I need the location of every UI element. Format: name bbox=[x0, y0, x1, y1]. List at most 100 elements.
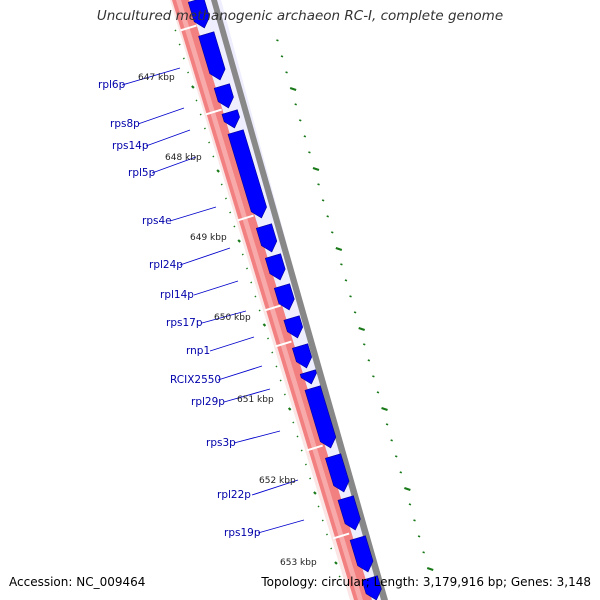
tick bbox=[340, 263, 343, 266]
gene-label[interactable]: rnp1 bbox=[186, 345, 210, 357]
tick bbox=[195, 99, 198, 102]
tick bbox=[317, 183, 320, 186]
tick bbox=[276, 39, 279, 42]
leader-line bbox=[169, 206, 217, 222]
tick bbox=[245, 267, 249, 270]
leader-line bbox=[193, 280, 239, 296]
tick bbox=[344, 279, 348, 282]
kbp-label: 648 kbp bbox=[165, 153, 202, 163]
kbp-label: 651 kbp bbox=[237, 395, 274, 405]
tick bbox=[174, 29, 177, 32]
gene-arrow bbox=[255, 223, 278, 253]
tick bbox=[413, 519, 416, 522]
tick bbox=[283, 393, 286, 396]
gene-label[interactable]: rpl6p bbox=[98, 79, 126, 91]
tick bbox=[208, 141, 211, 144]
tick bbox=[325, 533, 328, 536]
kbp-label: 652 kbp bbox=[259, 476, 296, 486]
gene-label[interactable]: rps19p bbox=[224, 527, 261, 539]
tick bbox=[237, 239, 241, 243]
gene-label[interactable]: rpl22p bbox=[217, 489, 251, 501]
tick bbox=[241, 253, 244, 256]
gene-arrow bbox=[198, 31, 226, 81]
tick bbox=[229, 211, 232, 214]
tick bbox=[308, 151, 311, 154]
tick bbox=[191, 85, 195, 89]
tick bbox=[385, 423, 389, 426]
leader-line bbox=[233, 430, 281, 444]
gene-arrow bbox=[292, 343, 313, 369]
tick bbox=[292, 421, 295, 424]
gene-arrow bbox=[213, 83, 234, 109]
tick bbox=[250, 281, 253, 284]
genome-summary-text: Topology: circular; Length: 3,179,916 bp… bbox=[261, 575, 591, 589]
gene-label[interactable]: rpl5p bbox=[128, 167, 156, 179]
gene-label[interactable]: RCIX2550 bbox=[170, 374, 221, 386]
tick bbox=[182, 57, 185, 60]
tick bbox=[285, 71, 288, 74]
tick bbox=[353, 311, 357, 314]
tick bbox=[289, 86, 297, 92]
tick bbox=[334, 561, 338, 565]
page-title: Uncultured methanogenic archaeon RC-I, c… bbox=[96, 8, 504, 24]
gene-label[interactable]: rpl14p bbox=[160, 289, 194, 301]
gene-label[interactable]: rps17p bbox=[166, 317, 203, 329]
tick bbox=[298, 119, 302, 122]
tick bbox=[358, 326, 366, 332]
leader-line bbox=[251, 479, 299, 496]
strand-gap bbox=[306, 444, 323, 452]
gene-label[interactable]: rps8p bbox=[110, 118, 140, 130]
tick bbox=[279, 379, 282, 382]
leader-line bbox=[217, 365, 263, 381]
leader-line bbox=[151, 156, 197, 174]
kbp-label: 653 kbp bbox=[280, 558, 317, 568]
tick bbox=[399, 471, 403, 474]
tick bbox=[275, 365, 278, 368]
tick bbox=[187, 71, 190, 74]
strand-gap bbox=[237, 214, 254, 222]
tick bbox=[300, 449, 303, 452]
tick bbox=[426, 566, 434, 572]
gene-arrow bbox=[325, 453, 350, 493]
tick bbox=[321, 519, 324, 522]
tick bbox=[199, 113, 202, 116]
strand-gap bbox=[205, 108, 222, 116]
tick bbox=[216, 169, 220, 173]
tick bbox=[404, 486, 411, 492]
tick bbox=[304, 463, 307, 466]
tick bbox=[330, 231, 334, 234]
tick bbox=[287, 407, 292, 411]
gene-arrow bbox=[187, 0, 210, 29]
tick bbox=[338, 575, 341, 578]
leader-line bbox=[121, 67, 181, 86]
tick bbox=[312, 166, 320, 172]
gene-label[interactable]: rps14p bbox=[112, 140, 149, 152]
gene-arrow bbox=[221, 109, 240, 129]
tick bbox=[330, 547, 333, 550]
tick bbox=[280, 55, 284, 58]
leader-line bbox=[257, 519, 305, 534]
tick bbox=[267, 337, 270, 340]
leader-line bbox=[179, 247, 231, 266]
tick bbox=[271, 351, 274, 354]
tick bbox=[258, 309, 261, 312]
gene-arrow bbox=[349, 535, 374, 573]
gene-arrow bbox=[264, 253, 286, 281]
accession-text: Accession: NC_009464 bbox=[9, 575, 146, 589]
tick bbox=[381, 406, 388, 412]
tick bbox=[294, 103, 297, 106]
gene-label[interactable]: rps4e bbox=[142, 215, 172, 227]
gene-label[interactable]: rpl29p bbox=[191, 396, 225, 408]
label-leaders bbox=[121, 67, 305, 534]
backbone-red-highlight bbox=[176, 0, 363, 600]
tick bbox=[417, 535, 421, 538]
gene-label[interactable]: rps3p bbox=[206, 437, 236, 449]
gene-arrows bbox=[180, 0, 382, 600]
strand-gap bbox=[264, 304, 281, 312]
tick bbox=[254, 295, 257, 298]
gene-label[interactable]: rpl24p bbox=[149, 259, 183, 271]
tick bbox=[335, 246, 343, 252]
tick bbox=[362, 343, 366, 346]
gene-arrow bbox=[299, 369, 317, 385]
tick bbox=[178, 43, 181, 46]
